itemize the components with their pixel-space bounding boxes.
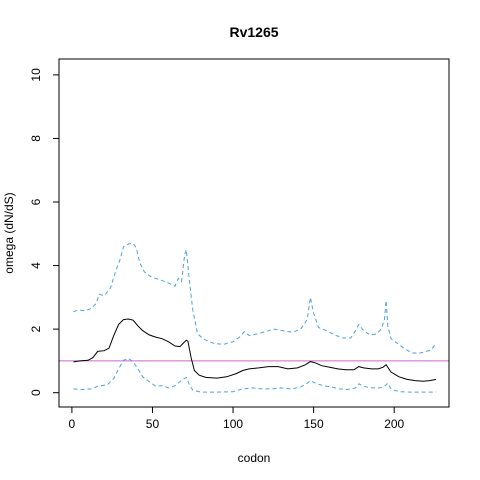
lower-bound-line bbox=[73, 357, 437, 393]
y-tick-label: 0 bbox=[29, 389, 43, 396]
y-tick-label: 8 bbox=[29, 135, 43, 142]
plot-frame bbox=[58, 58, 450, 408]
plot-layer: 0 50 100 150 200 0 2 4 6 8 10 bbox=[29, 68, 449, 431]
x-tick-label: 150 bbox=[304, 417, 324, 431]
y-tick-label: 4 bbox=[29, 262, 43, 269]
y-tick-label: 10 bbox=[29, 68, 43, 82]
upper-bound-line bbox=[73, 242, 437, 354]
y-tick-label: 2 bbox=[29, 325, 43, 332]
x-axis-label: codon bbox=[238, 451, 271, 465]
y-axis-label: omega (dN/dS) bbox=[2, 192, 16, 273]
x-tick-label: 100 bbox=[223, 417, 243, 431]
omega-line bbox=[73, 318, 437, 382]
chart-title: Rv1265 bbox=[229, 24, 278, 40]
x-tick-label: 0 bbox=[69, 417, 76, 431]
x-tick-label: 50 bbox=[146, 417, 160, 431]
x-tick-label: 200 bbox=[384, 417, 404, 431]
y-tick-label: 6 bbox=[29, 198, 43, 205]
